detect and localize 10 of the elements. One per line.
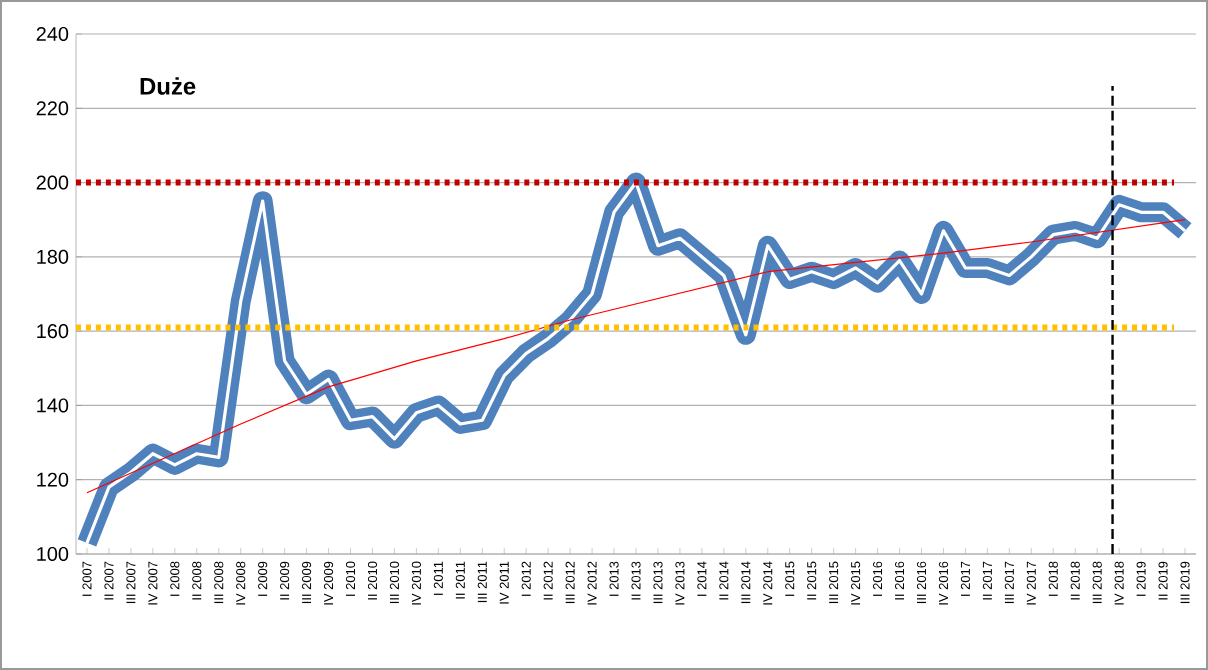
- line-series: [86, 219, 1186, 494]
- y-tick-label: 220: [36, 101, 69, 116]
- y-tick-label: 180: [37, 249, 69, 264]
- y-tick-label: 100: [37, 546, 69, 562]
- y-tick-label: 160: [37, 324, 69, 339]
- y-tick-label: 140: [37, 398, 69, 413]
- y-tick-label: 240: [36, 26, 69, 42]
- y-tick-label: 200: [36, 175, 69, 190]
- text: Duże: [140, 77, 196, 95]
- y-tick-label: 120: [37, 472, 69, 487]
